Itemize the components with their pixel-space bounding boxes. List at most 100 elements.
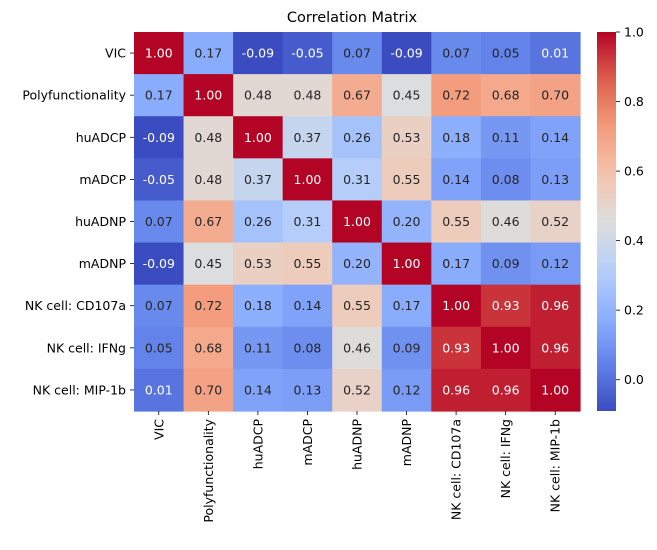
colorbar-tick-label: 1.0 xyxy=(624,25,644,40)
cell-value-label: -0.05 xyxy=(143,172,175,187)
cell-value-label: 1.00 xyxy=(442,298,470,313)
colorbar-gradient xyxy=(597,32,616,411)
heatmap-cell xyxy=(134,116,185,159)
heatmap-cell xyxy=(183,326,234,370)
cell-value-label: 0.72 xyxy=(442,88,470,103)
x-tick-label: huADCP xyxy=(250,419,265,470)
cell-value-label: 1.00 xyxy=(393,256,421,271)
cell-value-label: 0.13 xyxy=(294,382,322,397)
cell-value-label: 0.55 xyxy=(393,172,421,187)
x-tick-label: NK cell: IFNg xyxy=(498,419,513,498)
colorbar: 0.0 0.2 0.4 0.6 0.8 1.0 xyxy=(597,25,644,411)
heatmap-cell xyxy=(381,116,432,159)
chart-title: Correlation Matrix xyxy=(287,10,418,26)
x-tick-label: huADNP xyxy=(350,419,365,470)
heatmap-cell xyxy=(183,116,234,159)
heatmap-cells xyxy=(134,32,581,412)
heatmap-cell xyxy=(183,200,234,244)
cell-value-label: 0.09 xyxy=(492,256,520,271)
cell-value-label: 0.18 xyxy=(244,298,272,313)
cell-value-label: 0.70 xyxy=(541,88,569,103)
x-tick-label: NK cell: CD107a xyxy=(449,419,464,520)
cell-value-label: 0.07 xyxy=(343,46,371,61)
cell-value-label: 0.67 xyxy=(194,214,222,229)
cell-value-label: 0.72 xyxy=(194,298,222,313)
heatmap-cell xyxy=(134,326,185,370)
heatmap-cell xyxy=(233,32,284,75)
heatmap-cell xyxy=(183,242,234,286)
colorbar-tick-label: 0.8 xyxy=(624,94,644,109)
heatmap-cell xyxy=(233,368,284,412)
heatmap-cell xyxy=(480,74,532,117)
cell-value-label: -0.09 xyxy=(390,46,422,61)
y-tick-labels: VIC Polyfunctionality huADCP mADCP huADNP mAD… xyxy=(22,46,134,397)
colorbar-tick-label: 0.6 xyxy=(624,164,644,179)
cell-value-label: 0.48 xyxy=(244,88,272,103)
heatmap-cell xyxy=(431,326,482,370)
heatmap-cell xyxy=(530,242,581,286)
cell-value-label: 0.01 xyxy=(541,46,569,61)
cell-value-label: 0.14 xyxy=(244,382,272,397)
heatmap-cell xyxy=(431,158,482,202)
cell-value-label: 0.37 xyxy=(244,172,272,187)
heatmap-cell xyxy=(183,74,234,117)
cell-value-label: 0.14 xyxy=(541,130,569,145)
cell-value-label: 0.18 xyxy=(442,130,470,145)
cell-value-label: 0.20 xyxy=(343,256,371,271)
cell-value-label: 0.45 xyxy=(393,88,421,103)
cell-value-label: 0.12 xyxy=(541,256,569,271)
heatmap-cell xyxy=(134,368,185,412)
cell-value-label: 0.05 xyxy=(492,46,520,61)
cell-value-label: 0.55 xyxy=(294,256,322,271)
y-tick-label: huADCP xyxy=(76,130,127,145)
heatmap-cell xyxy=(332,284,383,328)
cell-value-label: -0.09 xyxy=(242,46,274,61)
cell-value-label: 0.31 xyxy=(343,172,371,187)
cell-value-label: 0.68 xyxy=(194,340,222,355)
heatmap-cell xyxy=(134,158,185,202)
cell-value-label: 0.46 xyxy=(343,340,371,355)
cell-value-label: 0.68 xyxy=(492,88,520,103)
heatmap-cell xyxy=(282,284,333,328)
heatmap-cell xyxy=(381,200,432,244)
heatmap-cell xyxy=(183,368,234,412)
cell-value-label: 0.53 xyxy=(393,130,421,145)
heatmap-cell xyxy=(332,326,383,370)
cell-value-label: 0.93 xyxy=(492,298,520,313)
heatmap-cell xyxy=(332,32,383,75)
heatmap-cell xyxy=(530,32,581,75)
cell-value-label: 0.07 xyxy=(145,298,173,313)
cell-value-label: 0.09 xyxy=(393,340,421,355)
cell-value-label: 1.00 xyxy=(244,130,272,145)
heatmap-cell xyxy=(183,32,234,75)
heatmap-cell xyxy=(530,116,581,159)
heatmap-cell xyxy=(431,242,482,286)
y-tick-label: NK cell: IFNg xyxy=(47,340,126,355)
heatmap-cell xyxy=(431,32,482,75)
cell-value-label: 0.45 xyxy=(194,256,222,271)
cell-value-label: -0.09 xyxy=(143,130,175,145)
heatmap-cell xyxy=(480,158,532,202)
cell-value-label: 0.55 xyxy=(442,214,470,229)
heatmap-cell xyxy=(134,284,185,328)
heatmap-cell xyxy=(233,116,284,159)
heatmap-cell xyxy=(431,284,482,328)
x-tick-label: mADCP xyxy=(300,419,315,466)
cell-value-label: 0.20 xyxy=(393,214,421,229)
cell-value-label: 0.55 xyxy=(343,298,371,313)
cell-value-label: 0.96 xyxy=(442,382,470,397)
heatmap-cell xyxy=(381,284,432,328)
heatmap-cell xyxy=(480,284,532,328)
heatmap-cell xyxy=(282,242,333,286)
heatmap-cell xyxy=(282,32,333,75)
cell-value-label: 0.13 xyxy=(541,172,569,187)
x-tick-labels: VIC Polyfunctionality huADCP mADCP huADNP mAD… xyxy=(151,411,563,523)
cell-value-label: 0.17 xyxy=(393,298,421,313)
cell-value-label: -0.05 xyxy=(291,46,323,61)
heatmap-cell xyxy=(332,158,383,202)
heatmap-cell xyxy=(332,74,383,117)
heatmap-cell xyxy=(480,242,532,286)
y-tick-label: Polyfunctionality xyxy=(22,88,126,103)
y-tick-label: NK cell: MIP-1b xyxy=(33,382,126,397)
cell-value-label: 0.07 xyxy=(145,214,173,229)
